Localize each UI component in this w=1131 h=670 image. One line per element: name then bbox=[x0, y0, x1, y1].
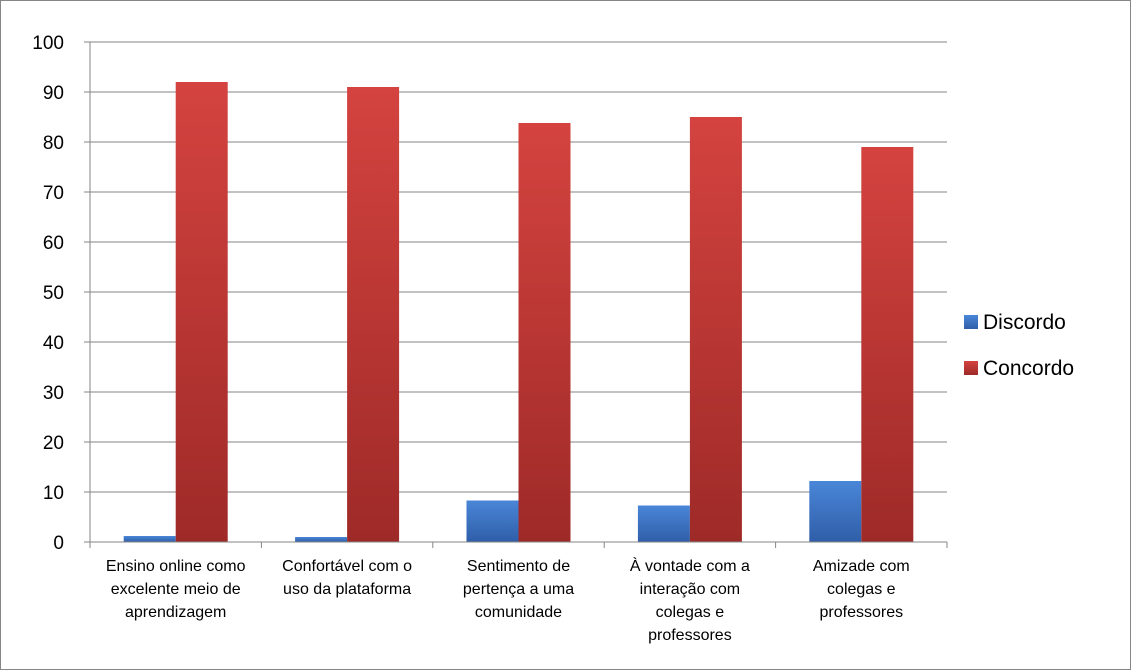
bars bbox=[123, 82, 914, 542]
bar-concordo-3 bbox=[518, 123, 571, 542]
bar-concordo-1 bbox=[175, 82, 228, 542]
x-category-label: Confortável com o uso da plataforma bbox=[282, 558, 412, 598]
y-tick-label: 50 bbox=[43, 283, 64, 304]
bar-concordo-4 bbox=[689, 117, 742, 542]
bar-concordo-5 bbox=[861, 147, 914, 542]
legend-label-discordo: Discordo bbox=[983, 311, 1066, 334]
y-tick-label: 0 bbox=[53, 533, 64, 554]
bar-discordo-1 bbox=[123, 536, 176, 542]
y-tick-label: 100 bbox=[32, 33, 64, 54]
x-category-label: Amizade com colegas e professores bbox=[813, 558, 910, 621]
x-category-label: Sentimento de pertença a uma comunidade bbox=[463, 558, 574, 621]
axes bbox=[84, 41, 948, 548]
y-tick-label: 90 bbox=[43, 83, 64, 104]
bar-discordo-5 bbox=[809, 481, 862, 542]
y-tick-label: 30 bbox=[43, 383, 64, 404]
bar-discordo-4 bbox=[637, 505, 690, 542]
legend-swatch-discordo bbox=[964, 315, 978, 329]
legend-swatch-concordo bbox=[964, 361, 978, 375]
y-tick-label: 70 bbox=[43, 183, 64, 204]
y-tick-label: 60 bbox=[43, 233, 64, 254]
bar-concordo-2 bbox=[347, 87, 400, 542]
y-tick-label: 20 bbox=[43, 433, 64, 454]
gridlines bbox=[90, 41, 947, 493]
x-category-label: À vontade com a interação com colegas e pro… bbox=[630, 556, 750, 644]
axis-labels: 0 10 20 30 40 50 60 70 80 90 100 Ensino online como… bbox=[32, 33, 909, 644]
x-category-label: Ensino online como excelente meio de apren… bbox=[106, 558, 246, 621]
bar-discordo-2 bbox=[295, 537, 348, 542]
bar-discordo-3 bbox=[466, 500, 519, 542]
legend-label-concordo: Concordo bbox=[983, 357, 1074, 380]
y-tick-label: 40 bbox=[43, 333, 64, 354]
y-tick-label: 80 bbox=[43, 133, 64, 154]
y-tick-label: 10 bbox=[43, 483, 64, 504]
legend: Discordo Concordo bbox=[964, 311, 1074, 380]
